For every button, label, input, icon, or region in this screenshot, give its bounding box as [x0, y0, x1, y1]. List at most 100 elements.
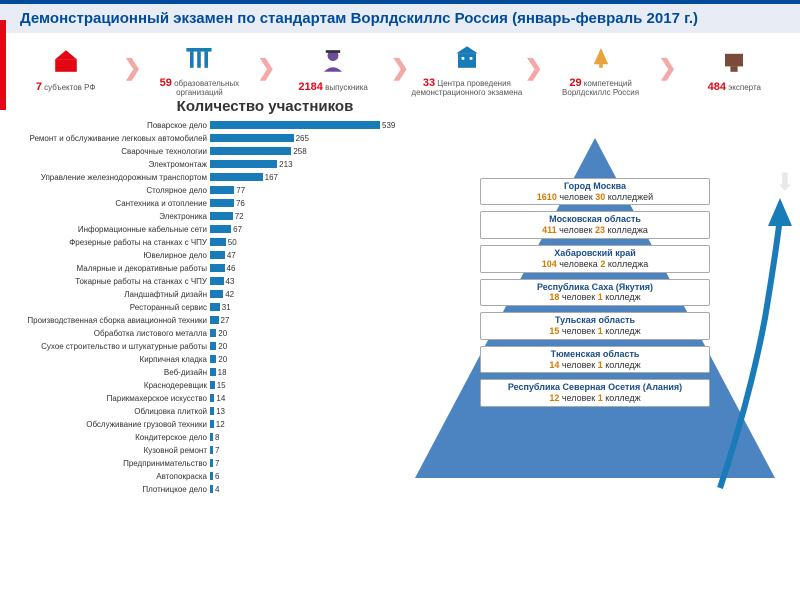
bar-row: Сварочные технологии 258 [10, 145, 400, 158]
bar-row: Производственная сборка авиационной техн… [10, 314, 400, 327]
bar-track: 77 [210, 186, 400, 195]
stat-label: 7 субъектов РФ [36, 81, 96, 93]
bar-label: Малярные и декоративные работы [10, 264, 210, 273]
bar-label: Парикмахерское искусство [10, 394, 210, 403]
bar-value: 7 [215, 446, 219, 455]
pyramid-item: Республика Северная Осетия (Алания) 12 ч… [480, 379, 710, 407]
bar-label: Предпринимательство [10, 459, 210, 468]
chart-panel: Количество участников Поварское дело 539… [10, 98, 400, 496]
region-stats: 15 человек 1 колледж [487, 326, 703, 337]
bar-label: Кондитерское дело [10, 433, 210, 442]
stat-icon [181, 39, 217, 75]
footer-logo: молодые | worldskills Russia профессиона… [651, 568, 780, 590]
bar-value: 27 [221, 316, 230, 325]
bar-label: Ландшафтный дизайн [10, 290, 210, 299]
pyramid-list: Город Москва 1610 человек 30 колледжейМо… [400, 178, 790, 407]
region-stats: 411 человек 23 колледжа [487, 225, 703, 236]
region-stats: 14 человек 1 колледж [487, 360, 703, 371]
bar-row: Ресторанный сервис 31 [10, 301, 400, 314]
bar-value: 167 [265, 173, 278, 182]
bar-label: Кирпичная кладка [10, 355, 210, 364]
bar-row: Управление железнодорожным транспортом 1… [10, 171, 400, 184]
bar-label: Сухое строительство и штукатурные работы [10, 342, 210, 351]
bar-value: 6 [215, 472, 219, 481]
stat-icon [315, 43, 351, 79]
region-stats: 12 человек 1 колледж [487, 393, 703, 404]
region-name: Тульская область [487, 315, 703, 326]
bar-label: Краснодеревщик [10, 381, 210, 390]
bar-fill [210, 251, 225, 259]
bar-track: 14 [210, 394, 400, 403]
bar-value: 12 [216, 420, 225, 429]
stat-icon [48, 43, 84, 79]
bar-fill [210, 264, 225, 272]
bar-value: 76 [236, 199, 245, 208]
bar-label: Информационные кабельные сети [10, 225, 210, 234]
bar-fill [210, 212, 233, 220]
bar-fill [210, 446, 213, 454]
bar-label: Производственная сборка авиационной техн… [10, 316, 210, 325]
bar-row: Веб-дизайн 18 [10, 366, 400, 379]
bar-fill [210, 433, 213, 441]
bar-value: 14 [216, 394, 225, 403]
bar-row: Информационные кабельные сети 67 [10, 223, 400, 236]
bar-fill [210, 342, 216, 350]
bar-row: Поварское дело 539 [10, 119, 400, 132]
bar-track: 20 [210, 329, 400, 338]
stat-icon [583, 39, 619, 75]
bar-value: 42 [225, 290, 234, 299]
bar-label: Сантехника и отопление [10, 199, 210, 208]
bar-row: Токарные работы на станках с ЧПУ 43 [10, 275, 400, 288]
region-name: Республика Северная Осетия (Алания) [487, 382, 703, 393]
bar-label: Веб-дизайн [10, 368, 210, 377]
region-stats: 18 человек 1 колледж [487, 292, 703, 303]
bar-label: Автопокраска [10, 472, 210, 481]
bar-row: Кузовной ремонт 7 [10, 444, 400, 457]
bar-value: 213 [279, 160, 292, 169]
bar-track: 7 [210, 446, 400, 455]
bar-track: 265 [210, 134, 400, 143]
bar-track: 167 [210, 173, 400, 182]
bar-row: Сухое строительство и штукатурные работы… [10, 340, 400, 353]
bar-row: Обслуживание грузовой техники 12 [10, 418, 400, 431]
bar-fill [210, 134, 294, 142]
flow-chevron-icon: ❯ [123, 55, 141, 81]
bar-row: Ремонт и обслуживание легковых автомобил… [10, 132, 400, 145]
page-title: Демонстрационный экзамен по стандартам В… [20, 10, 780, 27]
main-content: Количество участников Поварское дело 539… [0, 98, 800, 496]
bar-fill [210, 368, 216, 376]
flow-chevron-icon: ❯ [257, 55, 275, 81]
stat-item: 2184 выпускника [277, 43, 388, 93]
bar-row: Ювелирное дело 47 [10, 249, 400, 262]
pyramid-item: Тюменская область 14 человек 1 колледж [480, 346, 710, 374]
bar-row: Электромонтаж 213 [10, 158, 400, 171]
flow-chevron-icon: ❯ [525, 55, 543, 81]
bar-fill [210, 147, 291, 155]
bar-fill [210, 290, 223, 298]
bar-fill [210, 199, 234, 207]
bar-value: 47 [227, 251, 236, 260]
bar-value: 265 [296, 134, 309, 143]
bar-fill [210, 186, 234, 194]
bar-value: 15 [217, 381, 226, 390]
region-name: Республика Саха (Якутия) [487, 282, 703, 293]
bar-fill [210, 407, 214, 415]
flow-chevron-icon: ❯ [391, 55, 409, 81]
region-name: Московская область [487, 214, 703, 225]
bar-track: 27 [210, 316, 400, 325]
accent-stripe [0, 20, 6, 110]
bar-label: Токарные работы на станках с ЧПУ [10, 277, 210, 286]
bar-track: 43 [210, 277, 400, 286]
bar-value: 67 [233, 225, 242, 234]
pyramid-item: Республика Саха (Якутия) 18 человек 1 ко… [480, 279, 710, 307]
bar-row: Кирпичная кладка 20 [10, 353, 400, 366]
bar-value: 20 [218, 355, 227, 364]
bar-track: 539 [210, 121, 400, 130]
footer-text-1: молодые [651, 568, 693, 579]
stat-item: 33 Центра проведения демонстрационного э… [411, 39, 522, 98]
bar-value: 8 [215, 433, 219, 442]
bar-label: Плотницкое дело [10, 485, 210, 494]
bar-row: Кондитерское дело 8 [10, 431, 400, 444]
bar-label: Столярное дело [10, 186, 210, 195]
bar-track: 13 [210, 407, 400, 416]
